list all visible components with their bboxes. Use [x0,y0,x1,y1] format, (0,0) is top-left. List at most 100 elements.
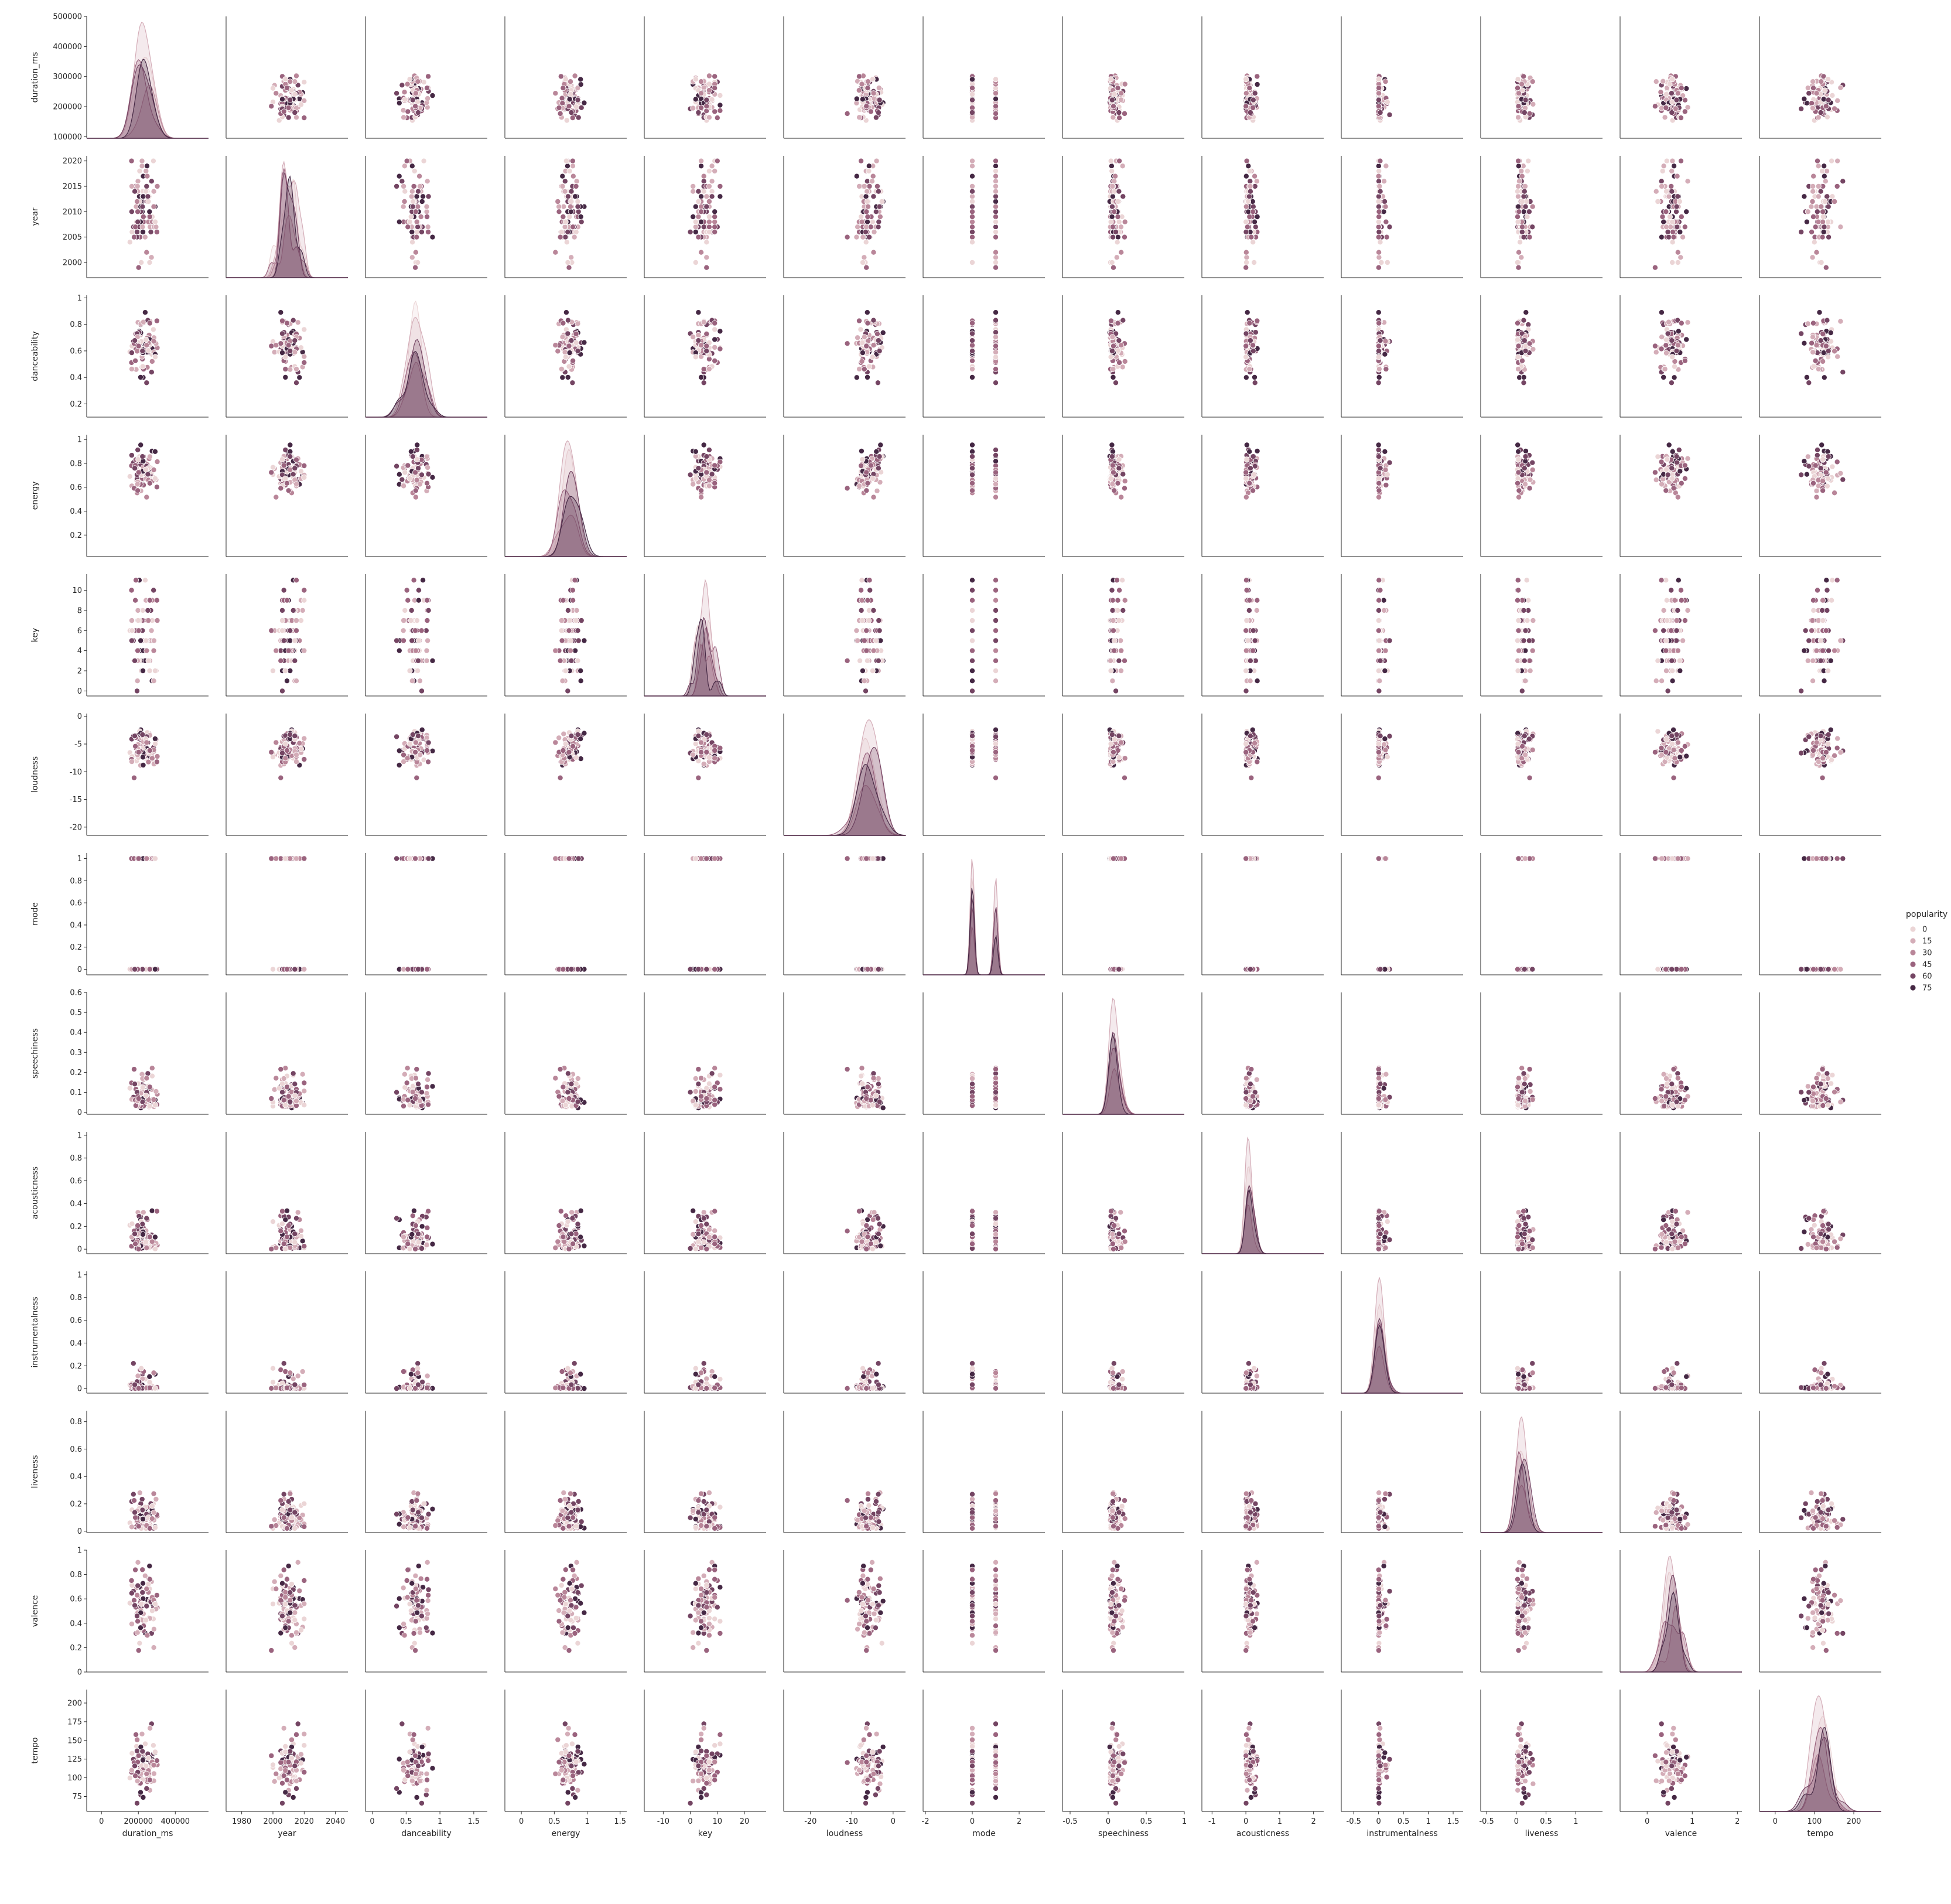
point-danceability-year-39 [282,366,289,373]
point-key-duration_ms-89 [132,657,138,664]
point-danceability-key-4 [695,309,702,316]
point-year-energy-81 [557,234,563,240]
point-duration_ms-valence-88 [1652,103,1658,110]
point-key-duration_ms-71 [128,587,135,593]
point-duration_ms-valence-89 [1669,110,1675,116]
point-year-tempo-47 [1803,219,1810,225]
point-danceability-speechiness-79 [1109,348,1115,354]
point-duration_ms-valence-58 [1683,86,1690,92]
point-energy-year-84 [285,487,292,494]
point-duration_ms-energy-79 [575,97,581,103]
point-duration_ms-speechiness-89 [1116,110,1122,116]
point-year-key-46 [709,188,715,195]
point-year-danceability-50 [414,193,420,200]
point-year-mode-31 [993,198,999,204]
point-energy-danceability-56 [414,447,421,453]
point-year-acousticness-86 [1243,219,1249,225]
point-year-valence-87 [1678,213,1685,220]
point-danceability-energy-75 [566,350,573,356]
point-key-energy-72 [578,668,584,674]
point-key-year-83 [293,678,299,684]
point-key-loudness-37 [855,637,861,644]
point-danceability-year-88 [268,343,275,349]
point-danceability-energy-79 [575,348,581,354]
point-danceability-speechiness-83 [1109,334,1116,340]
point-danceability-liveness-88 [1515,343,1522,349]
point-danceability-tempo-31 [1827,330,1834,336]
point-duration_ms-energy-48 [558,73,564,80]
point-year-valence-84 [1663,209,1669,215]
panel-duration_ms-vs-acousticness [1201,16,1324,139]
point-key-duration_ms-73 [128,617,135,624]
point-key-danceability-49 [411,577,417,584]
point-year-liveness-88 [1515,264,1522,271]
point-year-mode-65 [993,188,999,195]
point-year-valence-65 [1653,188,1659,195]
point-year-liveness-84 [1516,209,1522,215]
point-year-key-24 [706,168,712,174]
point-key-danceability-25 [420,577,426,584]
point-danceability-instrumentalness-78 [1382,338,1389,344]
point-key-danceability-36 [400,627,406,634]
point-year-loudness-77 [859,219,865,225]
point-year-loudness-24 [866,168,872,174]
y-tick-label: 2020 [63,157,82,166]
point-energy-acousticness-87 [1246,480,1253,486]
point-danceability-tempo-69 [1820,331,1826,337]
panel-year-vs-instrumentalness [1341,156,1463,278]
point-danceability-energy-82 [570,357,576,364]
point-year-danceability-21 [401,198,408,204]
point-year-key-80 [687,228,693,235]
point-key-year-84 [285,647,292,654]
point-year-loudness-79 [876,203,883,210]
point-danceability-acousticness-89 [1247,337,1253,344]
point-energy-valence-87 [1678,480,1685,486]
point-year-key-71 [714,158,720,164]
point-year-instrumentalness-17 [1381,178,1388,185]
point-duration_ms-mode-72 [969,76,976,83]
point-key-duration_ms-11 [154,617,160,624]
point-energy-danceability-34 [423,453,430,460]
kde-energy-popularity-75 [505,496,627,557]
point-year-speechiness-82 [1109,224,1116,230]
point-energy-mode-85 [993,494,999,500]
point-key-energy-71 [569,587,576,593]
point-year-loudness-86 [869,219,876,225]
point-duration_ms-energy-88 [566,103,572,110]
point-year-mode-86 [993,219,999,225]
point-year-loudness-68 [860,259,866,265]
point-danceability-loudness-15 [853,374,860,381]
point-energy-danceability-87 [424,480,430,486]
point-key-duration_ms-83 [134,678,141,684]
point-year-tempo-8 [1815,163,1822,169]
point-year-danceability-46 [402,188,408,195]
point-year-tempo-88 [1823,264,1829,271]
point-year-duration_ms-64 [145,198,152,204]
panel-danceability-vs-valence [1619,295,1742,418]
point-energy-tempo-34 [1805,453,1811,460]
point-danceability-acousticness-15 [1243,374,1249,381]
point-danceability-energy-15 [559,374,566,381]
point-year-loudness-18 [861,254,867,261]
point-year-tempo-49 [1834,183,1840,189]
point-key-danceability-34 [423,657,430,664]
point-energy-danceability-72 [408,448,414,455]
point-danceability-mode-89 [969,337,976,344]
point-year-speechiness-84 [1111,209,1118,215]
point-key-danceability-82 [405,597,411,603]
point-key-danceability-60 [425,607,432,613]
point-danceability-instrumentalness-89 [1377,337,1383,344]
point-key-energy-79 [575,627,581,634]
point-danceability-instrumentalness-47 [1376,374,1382,381]
point-year-instrumentalness-39 [1383,219,1389,225]
point-year-key-82 [712,224,718,230]
point-danceability-acousticness-88 [1243,343,1249,349]
point-danceability-valence-83 [1659,334,1665,340]
point-key-energy-70 [558,627,565,634]
point-energy-instrumentalness-87 [1376,480,1382,486]
point-key-loudness-19 [857,657,863,664]
point-duration_ms-energy-66 [581,100,587,106]
point-year-key-17 [709,178,715,185]
point-year-danceability-86 [406,219,413,225]
